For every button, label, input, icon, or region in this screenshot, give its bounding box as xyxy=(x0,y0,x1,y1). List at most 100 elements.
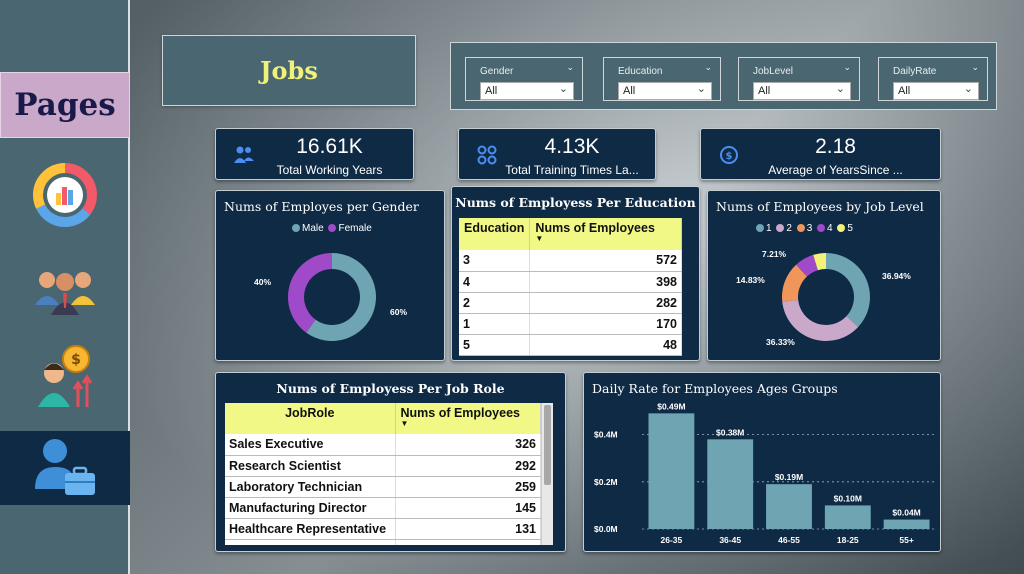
slice-label-3: 14.83% xyxy=(736,275,765,285)
education-cell: 2 xyxy=(459,292,531,314)
table-row[interactable]: Laboratory Technician 259 xyxy=(225,476,541,498)
nav-jobs-button[interactable] xyxy=(0,431,130,505)
table-row[interactable]: 1 170 xyxy=(459,313,682,335)
scrollbar-thumb[interactable] xyxy=(544,405,551,485)
x-tick-label: 55+ xyxy=(899,535,913,545)
dailyrate-dropdown[interactable]: All ⌄ xyxy=(893,82,979,100)
donut-slice[interactable] xyxy=(782,264,807,302)
count-cell: 170 xyxy=(529,313,682,335)
kpi-value: 4.13K xyxy=(544,135,600,158)
bar[interactable] xyxy=(648,413,695,529)
employees-group-icon xyxy=(35,272,95,315)
legend-item-female: Female xyxy=(338,223,372,234)
svg-text:$: $ xyxy=(71,352,81,368)
count-cell: 145 xyxy=(395,497,541,519)
y-tick-label: $0.0M xyxy=(594,524,618,534)
education-slicer[interactable]: Education ⌄ All ⌄ xyxy=(603,57,721,101)
nav-salary-button[interactable]: $ xyxy=(0,340,130,412)
bar[interactable] xyxy=(707,439,754,529)
jobrole-table-viewport: JobRole Nums of Employees ▼ Sales Executi… xyxy=(225,403,553,545)
kpi-value: 16.61K xyxy=(296,135,363,158)
education-cell: 3 xyxy=(459,250,531,272)
data-label: $0.38M xyxy=(716,427,744,437)
education-dropdown[interactable]: All ⌄ xyxy=(618,82,712,100)
donut-slice[interactable] xyxy=(782,300,859,341)
education-table: Education Nums of Employees ▼ 3 572 4 398 2 28… xyxy=(459,218,682,356)
jobrole-cell: Laboratory Technician xyxy=(225,476,396,498)
pages-label: Pages xyxy=(14,87,116,123)
x-tick-label: 46-55 xyxy=(778,535,800,545)
kpi-value: 2.18 xyxy=(815,135,856,158)
legend-item-male: Male xyxy=(302,223,324,234)
gender-slicer[interactable]: Gender ⌄ All ⌄ xyxy=(465,57,583,101)
slice-label-1: 36.94% xyxy=(882,271,911,281)
bar[interactable] xyxy=(824,505,871,529)
joblevel-dropdown[interactable]: All ⌄ xyxy=(753,82,851,100)
table-row[interactable]: Healthcare Representative 131 xyxy=(225,518,541,540)
dailyrate-bar-chart: $0.0M $0.2M $0.4M $0.49M 26-35 $0.38M 36-45 $0.… xyxy=(594,401,936,545)
column-header-count[interactable]: Nums of Employees ▼ xyxy=(529,218,682,250)
slicer-label: DailyRate xyxy=(893,66,937,77)
chevron-down-icon[interactable]: ⌄ xyxy=(566,62,574,72)
count-cell: 102 xyxy=(395,539,541,545)
legend-item-4: 4 xyxy=(827,223,833,234)
dailyrate-slicer[interactable]: DailyRate ⌄ All ⌄ xyxy=(878,57,988,101)
slicer-label: Education xyxy=(618,66,663,77)
count-cell: 131 xyxy=(395,518,541,540)
joblevel-slicer[interactable]: JobLevel ⌄ All ⌄ xyxy=(738,57,860,101)
column-header-jobrole[interactable]: JobRole xyxy=(225,403,396,434)
donut-slice[interactable] xyxy=(306,253,376,341)
donut-slice[interactable] xyxy=(826,253,870,327)
donut-slice[interactable] xyxy=(813,253,826,271)
slice-label-4: 7.21% xyxy=(762,249,787,259)
data-label: $0.04M xyxy=(892,508,920,518)
chevron-down-icon[interactable]: ⌄ xyxy=(843,62,851,72)
education-cell: 5 xyxy=(459,334,531,356)
legend-item-2: 2 xyxy=(786,223,792,234)
data-label: $0.19M xyxy=(775,472,803,482)
bar[interactable] xyxy=(766,484,812,529)
donut-slice[interactable] xyxy=(796,254,818,277)
table-row[interactable]: Research Scientist 292 xyxy=(225,455,541,477)
table-row[interactable]: Sales Executive 326 xyxy=(225,434,541,456)
table-row[interactable]: 5 48 xyxy=(459,334,682,356)
joblevel-donut[interactable] xyxy=(780,251,872,343)
page-title: Jobs xyxy=(260,56,318,85)
jobrole-cell: Manufacturing Director xyxy=(225,497,396,519)
table-row[interactable]: 2 282 xyxy=(459,292,682,314)
column-header-count[interactable]: Nums of Employees ▼ xyxy=(395,403,541,434)
page-title-box: Jobs xyxy=(162,35,416,106)
sort-descending-icon[interactable]: ▼ xyxy=(400,419,409,428)
jobrole-table: JobRole Nums of Employees ▼ Sales Executi… xyxy=(225,403,541,545)
table-row[interactable]: 3 572 xyxy=(459,250,682,272)
count-cell: 326 xyxy=(395,434,541,456)
nav-overview-button[interactable] xyxy=(0,150,130,240)
nav-employees-button[interactable] xyxy=(0,255,130,325)
chart-title: Nums of Employees by Job Level xyxy=(716,199,924,214)
kpi-caption: Total Training Times La... xyxy=(505,163,639,177)
column-header-education[interactable]: Education xyxy=(459,218,531,250)
table-row[interactable]: M...102 xyxy=(225,539,541,545)
slice-label-2: 36.33% xyxy=(766,337,795,347)
y-tick-label: $0.2M xyxy=(594,477,618,487)
sort-descending-icon[interactable]: ▼ xyxy=(535,234,544,243)
chart-legend: 1 2 3 4 5 xyxy=(756,223,853,234)
chevron-down-icon[interactable]: ⌄ xyxy=(971,62,979,72)
bar[interactable] xyxy=(883,519,930,529)
slice-label-female: 40% xyxy=(254,277,272,287)
table-row[interactable]: 4 398 xyxy=(459,271,682,293)
jobrole-cell: Research Scientist xyxy=(225,455,396,477)
table-scrollbar[interactable] xyxy=(541,403,553,545)
sidebar: Pages $ xyxy=(0,0,130,574)
y-tick-label: $0.4M xyxy=(594,430,618,440)
pages-header: Pages xyxy=(0,72,130,138)
kpi-total-training-times: 4.13K Total Training Times La... xyxy=(458,128,656,180)
table-row[interactable]: Manufacturing Director 145 xyxy=(225,497,541,519)
joblevel-chart-card: Nums of Employees by Job Level 1 2 3 4 5… xyxy=(707,190,941,361)
grid-circles-icon xyxy=(477,145,497,165)
chevron-down-icon[interactable]: ⌄ xyxy=(704,62,712,72)
donut-slice[interactable] xyxy=(288,253,332,333)
gender-donut[interactable] xyxy=(286,251,378,343)
gender-dropdown[interactable]: All ⌄ xyxy=(480,82,574,100)
svg-text:$: $ xyxy=(726,151,733,162)
